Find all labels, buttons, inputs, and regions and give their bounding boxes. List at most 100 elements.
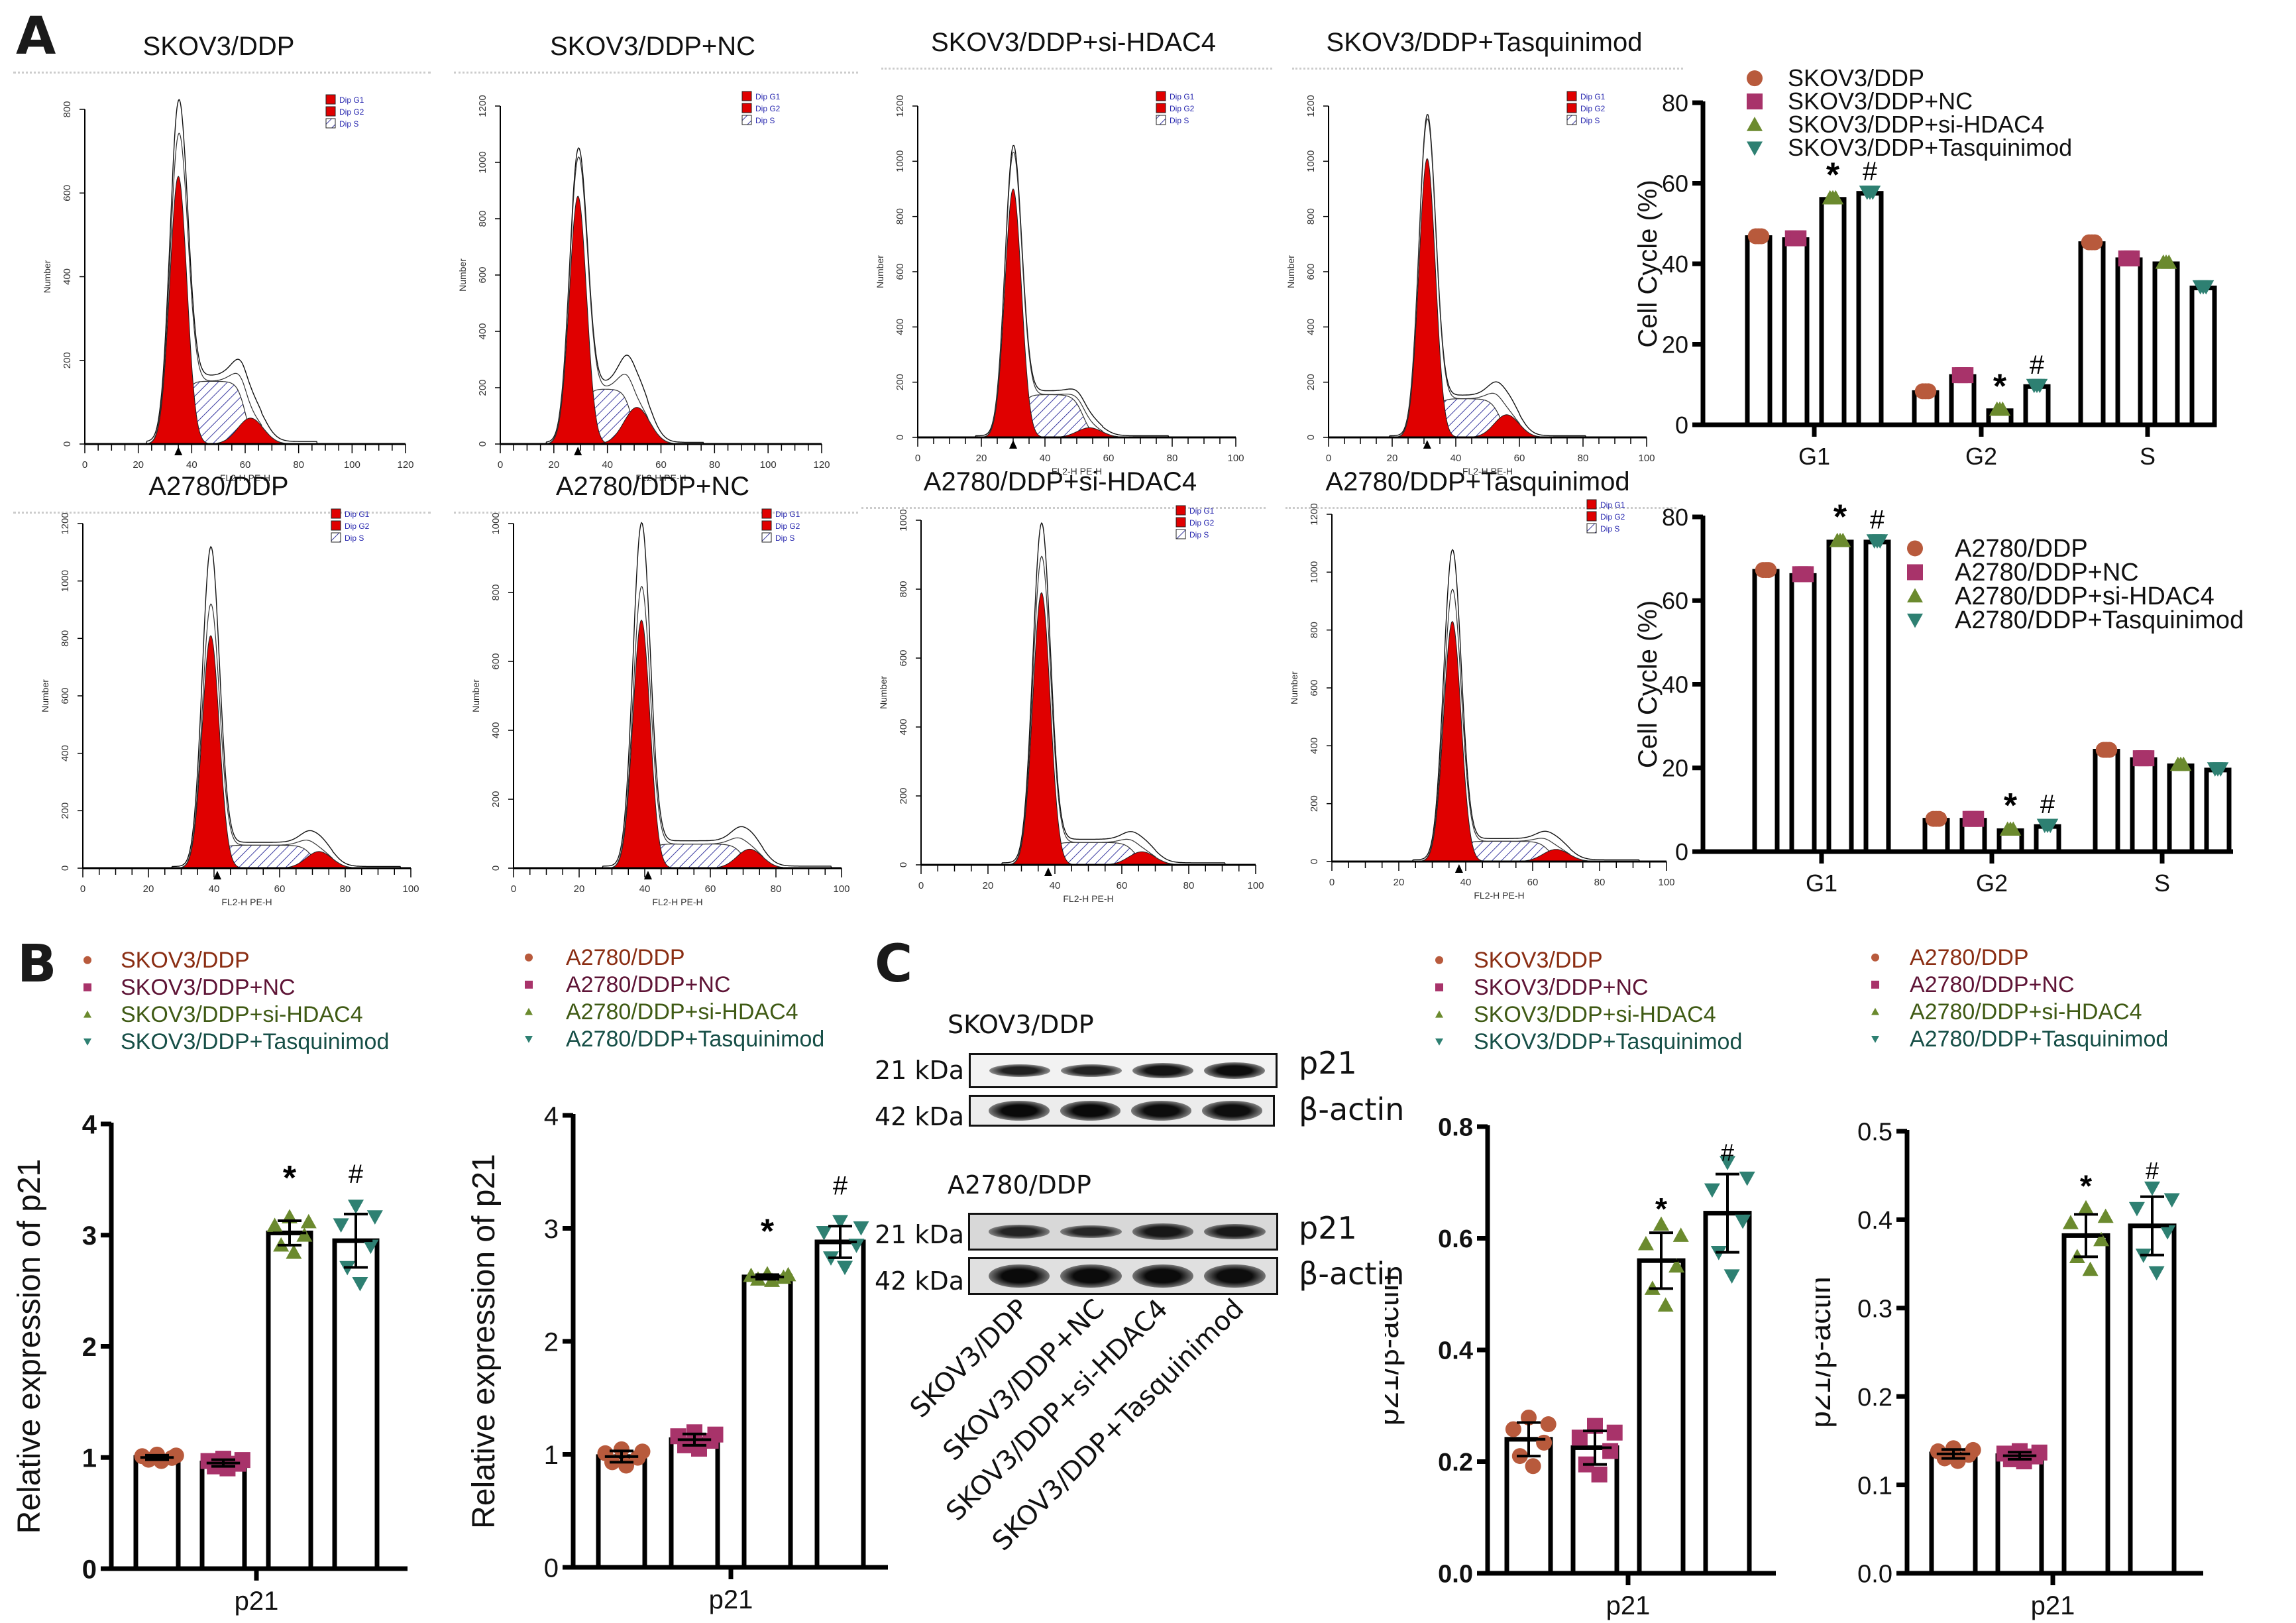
y-tick-label: 800: [1309, 622, 1320, 638]
blot-strip-p21-skov3: [969, 1053, 1278, 1088]
y-tick-label: 0.4: [1438, 1337, 1473, 1365]
x-tick-label: 40: [1460, 877, 1472, 888]
x-tick-label: 80: [1167, 453, 1178, 464]
marker-triangle-up: [1835, 532, 1851, 547]
marker-triangle-down: [2148, 1266, 2165, 1281]
blot-strip-p21-a2780: [968, 1213, 1278, 1251]
bar: [2130, 757, 2158, 854]
legend-label: Dip G2: [1170, 104, 1195, 113]
marker-triangle-up: [296, 1227, 313, 1242]
bar: [2115, 257, 2143, 427]
y-tick-label: 0: [490, 866, 502, 871]
x-tick-label: 0: [511, 883, 516, 895]
histogram-trace: [500, 147, 822, 445]
fit-curve: [921, 555, 1256, 866]
x-tick-label: 120: [813, 459, 830, 471]
marker-square: [2138, 750, 2155, 767]
bar: [596, 1454, 647, 1570]
x-tick-label: 20: [976, 453, 987, 464]
x-tick-label: 100: [833, 883, 849, 895]
marker-triangle-up: [83, 1010, 91, 1018]
marker-triangle-up: [525, 1007, 533, 1015]
x-tick-label: 0: [1329, 877, 1335, 888]
y-tick-label: 0.2: [1438, 1449, 1473, 1477]
marker-square: [1435, 983, 1443, 991]
marker-triangle-down: [2032, 378, 2048, 394]
blot-protein-label: p21: [1299, 1210, 1357, 1246]
y-axis-label: Number: [1289, 671, 1299, 704]
y-tick-label: 2: [544, 1327, 559, 1357]
significance-mark: *: [1655, 1192, 1668, 1226]
legend-label: SKOV3/DDP: [121, 948, 250, 973]
marker-circle: [614, 1441, 629, 1457]
bar: [2167, 763, 2195, 854]
legend-swatch: [761, 508, 772, 519]
marker-triangle-up: [1637, 1235, 1654, 1251]
y-tick-label: 0: [544, 1553, 559, 1583]
marker-circle: [1907, 540, 1923, 557]
legend-label: Dip S: [1580, 116, 1600, 125]
legend-swatch: [331, 508, 341, 519]
divider: [861, 507, 1266, 509]
legend-swatch: [1566, 115, 1577, 125]
y-tick-label: 4: [82, 1110, 97, 1139]
peak-marker-icon: [213, 871, 221, 879]
significance-mark: *: [1833, 498, 1847, 537]
significance-mark: *: [1993, 367, 2007, 406]
significance-mark: *: [2004, 787, 2018, 825]
legend-label: Dip S: [1600, 524, 1619, 533]
marker-circle: [1747, 70, 1763, 87]
legend-swatch: [325, 106, 336, 117]
x-tick-label: 0: [80, 883, 85, 895]
histogram-title: SKOV3/DDP+si-HDAC4: [930, 28, 1217, 57]
x-tick-label: 60: [1103, 453, 1115, 464]
s-phase-area: [514, 844, 842, 869]
significance-mark: *: [2080, 1169, 2093, 1203]
blot-band: [1132, 1223, 1194, 1240]
blot-kda-label: 21 kDa: [875, 1056, 964, 1085]
y-axis-label: Cell Cycle (%): [1637, 180, 1663, 347]
y-tick-label: 0.0: [1857, 1561, 1892, 1589]
x-tick-label: 0: [918, 880, 924, 891]
divider: [13, 512, 431, 514]
histogram-title: A2780/DDP: [148, 472, 289, 501]
legend-label: A2780/DDP+NC: [1955, 559, 2139, 587]
legend-label: SKOV3/DDP+si-HDAC4: [1788, 111, 2044, 138]
legend-label: SKOV3/DDP+Tasquinimod: [1474, 1029, 1742, 1054]
bar: [814, 1239, 866, 1570]
marker-square: [1957, 367, 1974, 384]
legend-label: A2780/DDP+NC: [1910, 972, 2075, 997]
legend-label: A2780/DDP+si-HDAC4: [566, 999, 798, 1025]
y-tick-label: 600: [490, 653, 502, 669]
marker-square: [1907, 564, 1923, 581]
y-tick-label: 3: [82, 1221, 97, 1251]
x-tick-label: 100: [402, 883, 419, 895]
histogram-trace: [918, 144, 1236, 438]
y-tick-label: 200: [490, 791, 502, 807]
legend-label: SKOV3/DDP+Tasquinimod: [1788, 134, 2072, 161]
x-tick-label: 80: [1183, 880, 1195, 891]
x-tick-label: G2: [1965, 443, 1997, 470]
blot-band: [988, 1225, 1050, 1239]
legend-swatch: [1156, 91, 1166, 101]
divider: [881, 68, 1272, 70]
legend-label: A2780/DDP: [1910, 945, 2029, 970]
y-tick-label: 40: [1662, 671, 1688, 698]
marker-triangle-down: [2128, 1202, 2145, 1217]
bar: [2093, 749, 2120, 854]
legend-swatch: [741, 103, 752, 113]
blot-strip-actin-a2780: [968, 1257, 1278, 1295]
x-tick-label: 60: [655, 459, 667, 471]
y-tick-label: 600: [895, 263, 906, 280]
significance-mark: #: [1863, 157, 1878, 186]
y-tick-label: 200: [898, 787, 909, 804]
blot-band: [989, 1101, 1050, 1121]
blot-kda-label: 42 kDa: [875, 1102, 964, 1131]
legend-label: SKOV3/DDP+si-HDAC4: [121, 1002, 363, 1027]
marker-triangle-down: [83, 1038, 91, 1046]
significance-mark: #: [2030, 351, 2045, 380]
y-tick-label: 600: [1309, 679, 1320, 696]
y-tick-label: 0: [82, 1555, 97, 1584]
g1-peak-area: [918, 188, 1236, 438]
marker-triangle-up: [2005, 821, 2022, 836]
